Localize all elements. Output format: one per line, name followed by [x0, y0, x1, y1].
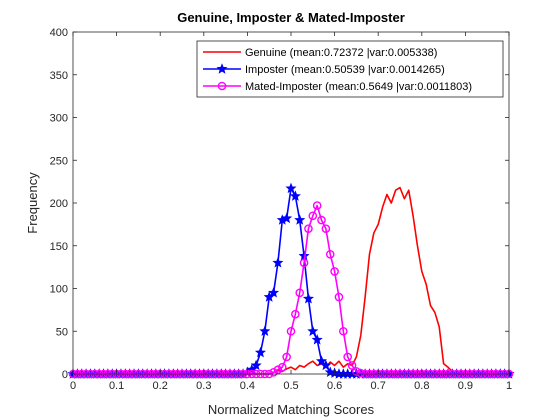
- y-tick-label: 400: [50, 27, 68, 39]
- x-tick-label: 0: [70, 380, 76, 392]
- legend-box: [196, 40, 504, 98]
- data-point: [304, 224, 313, 233]
- data-point: [289, 190, 301, 201]
- data-point: [317, 215, 326, 225]
- axes-layer: 0 0.1 0.2 0.3 0.4 0.5 0.6 0.7 0.8 0.9 1 0 50 100 150 20…: [50, 27, 512, 392]
- x-tick-label: 0.3: [196, 380, 211, 392]
- data-point: [269, 367, 278, 377]
- y-tick-label: 200: [50, 198, 68, 210]
- y-tick-label: 150: [50, 241, 68, 253]
- legend-label: Imposter (mean:0.50539 |var:0.0014265): [245, 64, 445, 76]
- data-point: [343, 352, 352, 362]
- legend-marker: [216, 63, 228, 74]
- legend-entry: Genuine (mean:0.72372 |var:0.005338): [203, 47, 437, 59]
- x-axis-label: Normalized Matching Scores: [208, 402, 375, 417]
- data-point: [295, 288, 305, 298]
- data-point: [356, 368, 366, 378]
- legend: Genuine (mean:0.72372 |var:0.005338) Impo…: [196, 40, 504, 98]
- data-point: [334, 292, 344, 302]
- x-tick-label: 0.8: [414, 380, 429, 392]
- data-point: [281, 212, 293, 224]
- y-tick-label: 0: [62, 369, 68, 381]
- data-point: [282, 352, 291, 362]
- x-tick-label: 0.7: [371, 380, 386, 392]
- x-tick-label: 0.9: [458, 380, 473, 392]
- legend-marker: [217, 81, 227, 91]
- chart-title: Genuine, Imposter & Mated-Imposter: [177, 10, 405, 25]
- data-point: [273, 365, 283, 375]
- data-point: [302, 292, 314, 304]
- data-point: [285, 182, 297, 194]
- x-tick-label: 0.6: [327, 380, 342, 392]
- data-point: [259, 325, 271, 336]
- y-axis-label: Frequency: [25, 172, 40, 234]
- data-point: [311, 333, 323, 345]
- data-point: [254, 346, 267, 358]
- legend-entry: Mated-Imposter (mean:0.5649 |var:0.00118…: [203, 81, 472, 93]
- data-point: [315, 355, 328, 366]
- y-tick-label: 250: [50, 155, 68, 167]
- data-point: [299, 258, 309, 268]
- legend-entry: Imposter (mean:0.50539 |var:0.0014265): [203, 63, 445, 76]
- x-tick-label: 0.5: [283, 380, 298, 392]
- data-point: [321, 224, 331, 233]
- data-point: [277, 362, 287, 372]
- data-point: [291, 309, 300, 319]
- legend-label: Genuine (mean:0.72372 |var:0.005338): [245, 47, 437, 59]
- data-point: [330, 267, 339, 276]
- x-tick-label: 0.1: [109, 380, 124, 392]
- data-point: [272, 257, 284, 268]
- x-tick-label: 1: [506, 380, 512, 392]
- data-point: [307, 325, 319, 336]
- data-point: [320, 359, 332, 371]
- x-tick-label: 0.2: [153, 380, 168, 392]
- data-point: [325, 249, 335, 259]
- data-point: [286, 326, 296, 336]
- y-tick-label: 300: [50, 113, 68, 125]
- data-point: [268, 286, 280, 298]
- y-tick-label: 100: [50, 284, 68, 296]
- data-point: [347, 361, 357, 370]
- data-point: [339, 326, 348, 336]
- data-point: [352, 367, 361, 376]
- y-tick-label: 350: [50, 70, 68, 82]
- data-point: [308, 211, 318, 221]
- y-tick-label: 50: [56, 326, 68, 338]
- legend-label: Mated-Imposter (mean:0.5649 |var:0.00118…: [245, 81, 472, 93]
- data-point: [312, 201, 322, 210]
- data-point: [250, 359, 262, 371]
- data-point: [294, 214, 306, 225]
- x-tick-label: 0.4: [240, 380, 255, 392]
